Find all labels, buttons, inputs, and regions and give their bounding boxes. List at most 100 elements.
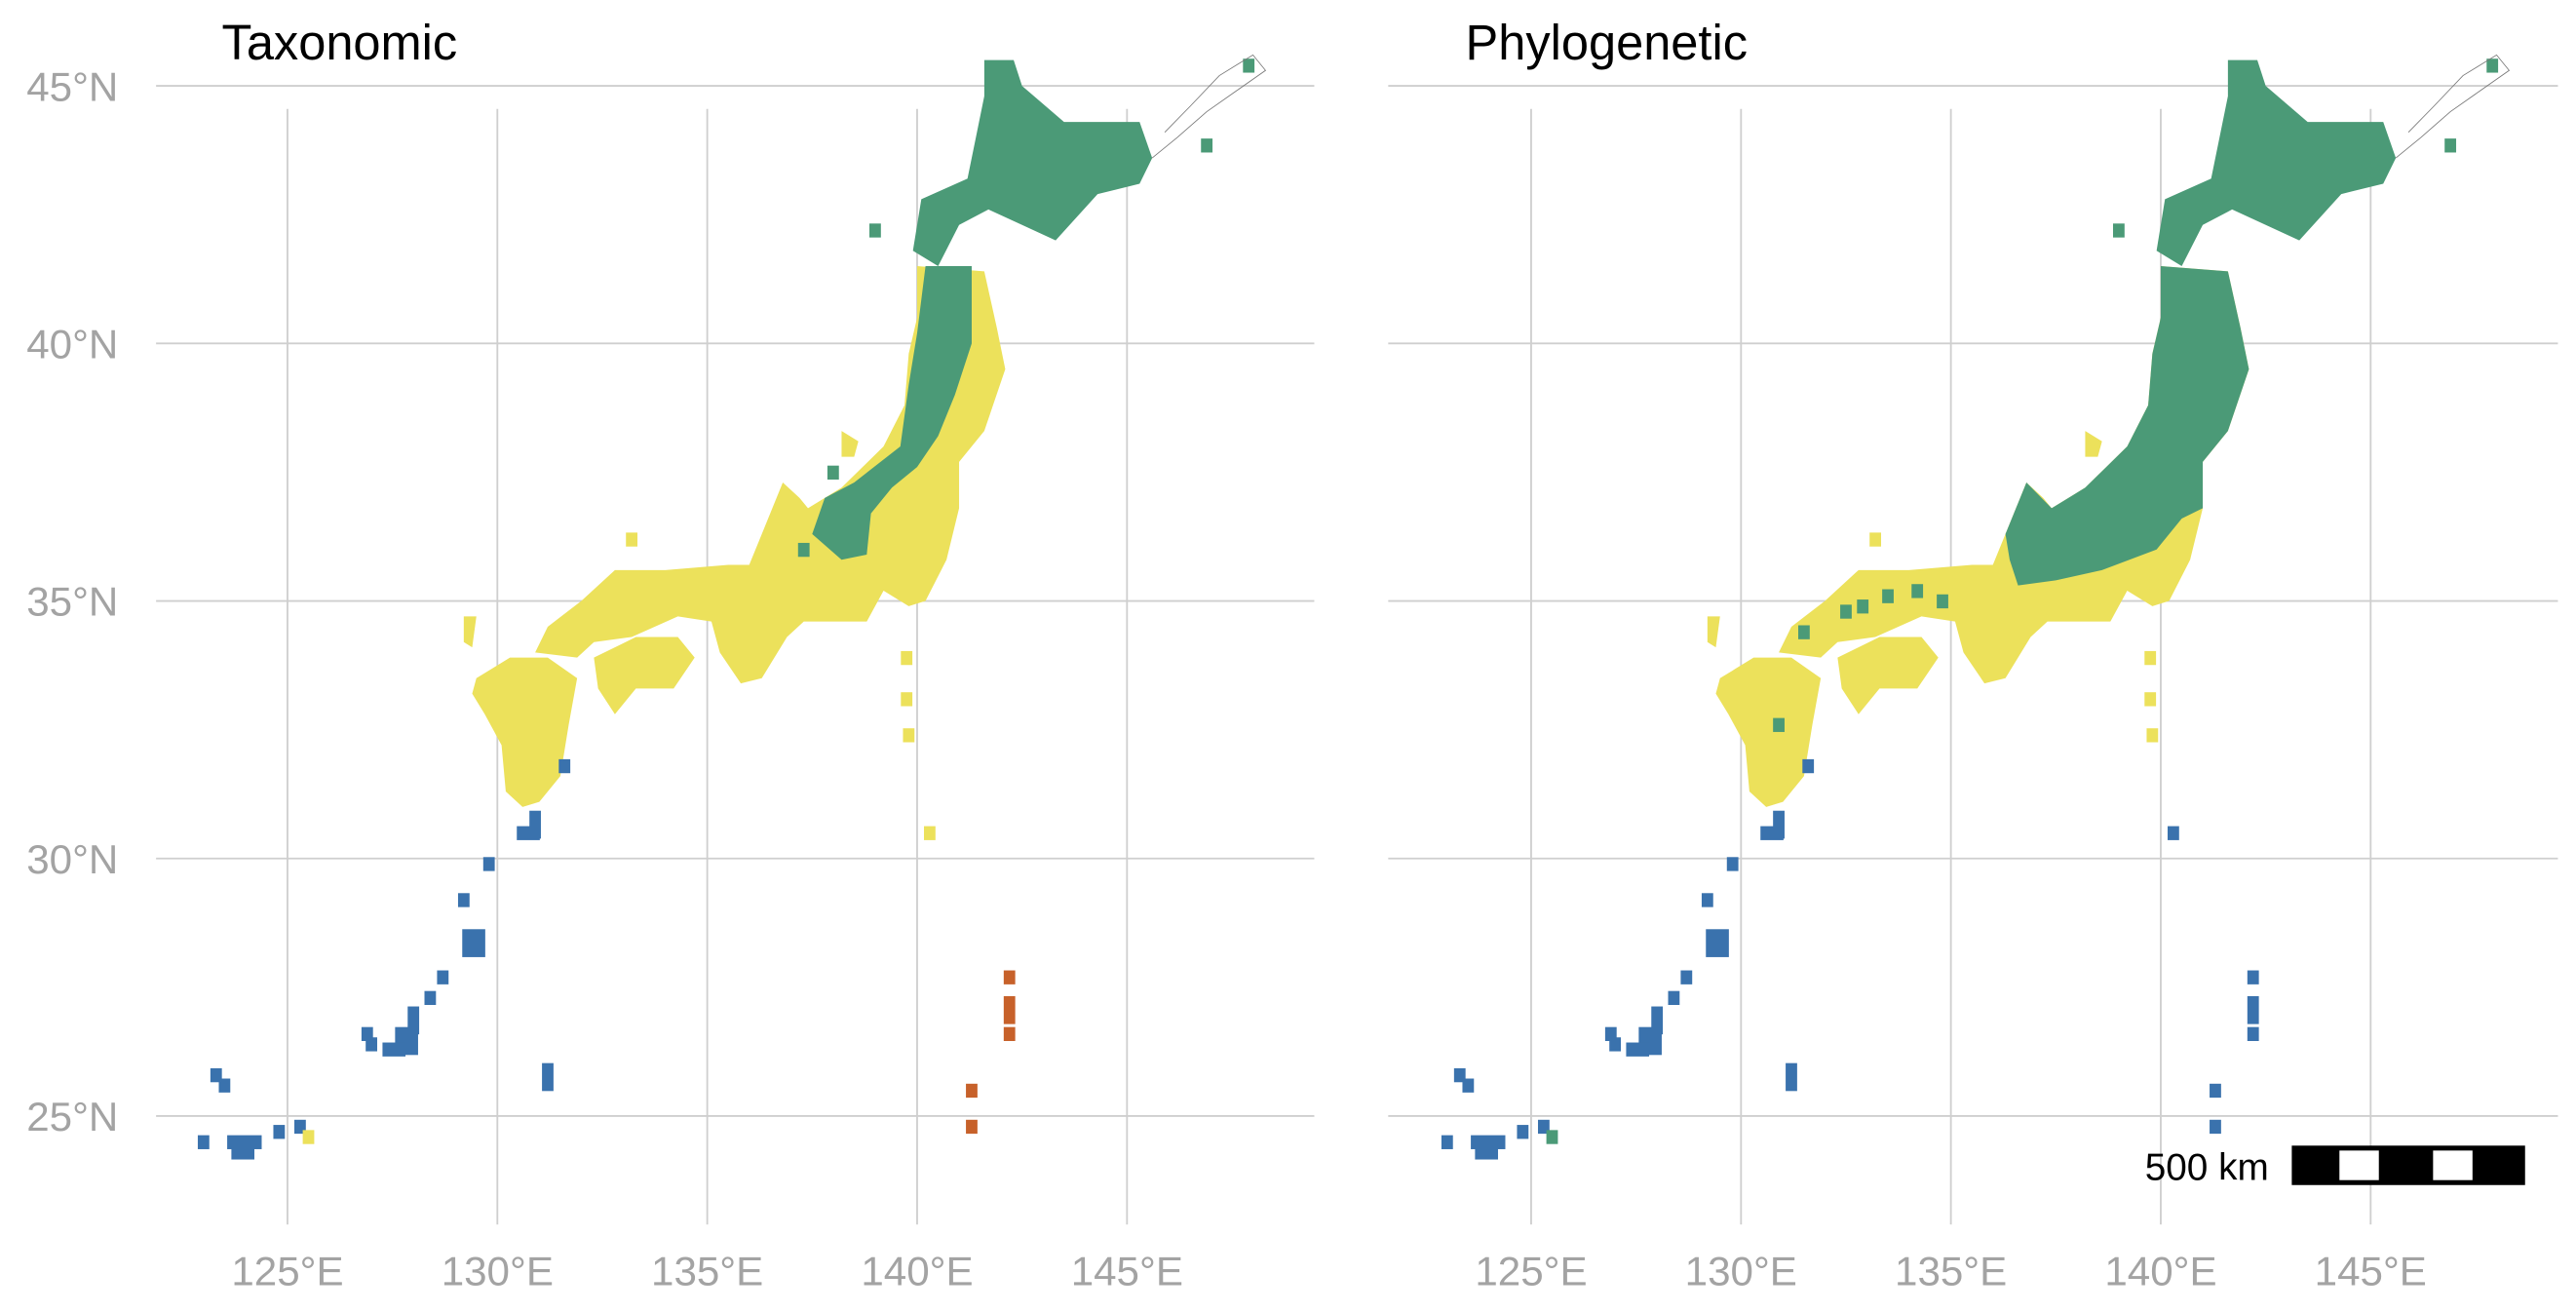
grid-cell	[457, 893, 470, 907]
grid-cell	[2247, 1026, 2259, 1042]
grid-cell	[1201, 138, 1213, 153]
grid-cell	[218, 1078, 231, 1093]
green-cluster-region	[2005, 266, 2249, 586]
grid-cell	[437, 970, 449, 984]
grid-cell	[2144, 650, 2157, 666]
grid-cell	[2486, 58, 2499, 73]
kuril-coastline	[2395, 54, 2511, 159]
axis-tick-labels: 125°E 130°E 135°E 140°E 145°E 45°N 40°N 35°N 30°…	[26, 63, 2427, 1293]
hokkaido-region	[2156, 59, 2397, 267]
grid-cell	[1517, 1125, 1529, 1139]
lat-tick-label: 45°N	[26, 63, 118, 109]
grid-cell	[231, 1145, 254, 1160]
grid-cell	[1786, 1062, 1797, 1092]
scale-bar-label: 500 km	[2145, 1147, 2269, 1189]
grid-cell	[293, 1119, 306, 1135]
grid-cell	[210, 1067, 222, 1083]
grid-cell	[1773, 717, 1785, 732]
tsushima-island	[463, 616, 477, 648]
grid-cell	[966, 1083, 978, 1099]
lon-tick-label: 135°E	[651, 1249, 763, 1294]
grid-cell	[558, 758, 571, 774]
grid-cell	[2144, 692, 2157, 707]
kyushu-region	[472, 657, 578, 807]
grid-cell	[2167, 826, 2179, 840]
grid-cell	[1003, 970, 1016, 984]
lon-tick-label: 140°E	[861, 1249, 973, 1294]
grid-cell	[1857, 599, 1869, 614]
grid-cell	[1003, 995, 1016, 1024]
grid-cell	[901, 650, 913, 666]
grid-cell	[1840, 604, 1852, 619]
grid-cell	[529, 810, 541, 839]
grid-cell	[2146, 728, 2159, 743]
grid-cell	[966, 1119, 978, 1135]
panel-title-taxonomic-group: Taxonomic	[210, 0, 507, 83]
grid-cell	[1462, 1078, 1475, 1093]
map-cells	[197, 54, 2511, 1160]
kyushu-region	[1715, 657, 1822, 807]
lat-tick-label: 30°N	[26, 836, 118, 882]
sado-island	[841, 431, 859, 457]
grid-cell	[1798, 625, 1810, 639]
grid-cell	[1911, 584, 1924, 598]
grid-cell	[1003, 1026, 1016, 1042]
grid-cell	[1441, 1135, 1453, 1149]
panel-title: Taxonomic	[222, 15, 458, 70]
honshu-region	[535, 266, 1006, 684]
grid-cell	[869, 223, 881, 238]
lon-tick-label: 130°E	[442, 1249, 554, 1294]
grid-cell	[923, 826, 936, 840]
grid-cell	[462, 929, 485, 957]
grid-cell	[1537, 1119, 1550, 1135]
scale-bar-body	[2291, 1145, 2525, 1185]
grid-cell	[273, 1125, 286, 1139]
grid-cell	[1802, 758, 1815, 774]
lat-tick-label: 40°N	[26, 321, 118, 367]
grid-cell	[1626, 1042, 1650, 1057]
grid-cell	[2210, 1083, 2221, 1099]
hokkaido-region	[912, 59, 1153, 267]
tsushima-island	[1707, 616, 1720, 648]
panel-title: Phylogenetic	[1466, 15, 1748, 70]
grid-cell	[1609, 1037, 1621, 1052]
grid-cell	[1726, 857, 1739, 871]
lon-tick-label: 130°E	[1685, 1249, 1797, 1294]
kuril-coastline	[1151, 54, 1267, 159]
grid-cell	[903, 728, 915, 743]
grid-cell	[901, 692, 913, 707]
scale-bar-segment	[2433, 1150, 2473, 1180]
grid-cell	[407, 1006, 420, 1035]
grid-cell	[2247, 995, 2259, 1024]
grid-cell	[2210, 1119, 2221, 1135]
grid-cell	[382, 1042, 406, 1057]
sado-island	[2085, 431, 2102, 457]
grid-cell	[2444, 138, 2457, 153]
green-cluster-region	[812, 266, 972, 560]
grid-cell	[424, 990, 437, 1006]
grid-cell	[1773, 810, 1785, 839]
grid-cell	[302, 1130, 315, 1144]
grid-cell	[1882, 589, 1894, 603]
lat-tick-label: 25°N	[26, 1094, 118, 1139]
grid-cell	[361, 1026, 373, 1042]
grid-cell	[1869, 532, 1882, 547]
grid-cell	[1604, 1026, 1617, 1042]
grid-cell	[1701, 893, 1713, 907]
grid-cell	[1546, 1130, 1558, 1144]
grid-cell	[542, 1062, 554, 1092]
grid-cell	[1651, 1006, 1664, 1035]
grid-cell	[1706, 929, 1729, 957]
grid-cell	[1680, 970, 1693, 984]
honshu-region	[1779, 266, 2249, 684]
panel-title-phylogenetic-group: Phylogenetic	[1453, 0, 1808, 83]
grid-cell	[797, 542, 810, 558]
grid-cell	[1243, 58, 1255, 73]
scale-bar-segment	[2339, 1150, 2379, 1180]
lon-tick-label: 145°E	[1071, 1249, 1183, 1294]
lon-tick-label: 135°E	[1895, 1249, 2007, 1294]
grid-cell	[1937, 594, 1948, 609]
lon-tick-label: 140°E	[2104, 1249, 2216, 1294]
grid-cell	[1475, 1145, 1498, 1160]
